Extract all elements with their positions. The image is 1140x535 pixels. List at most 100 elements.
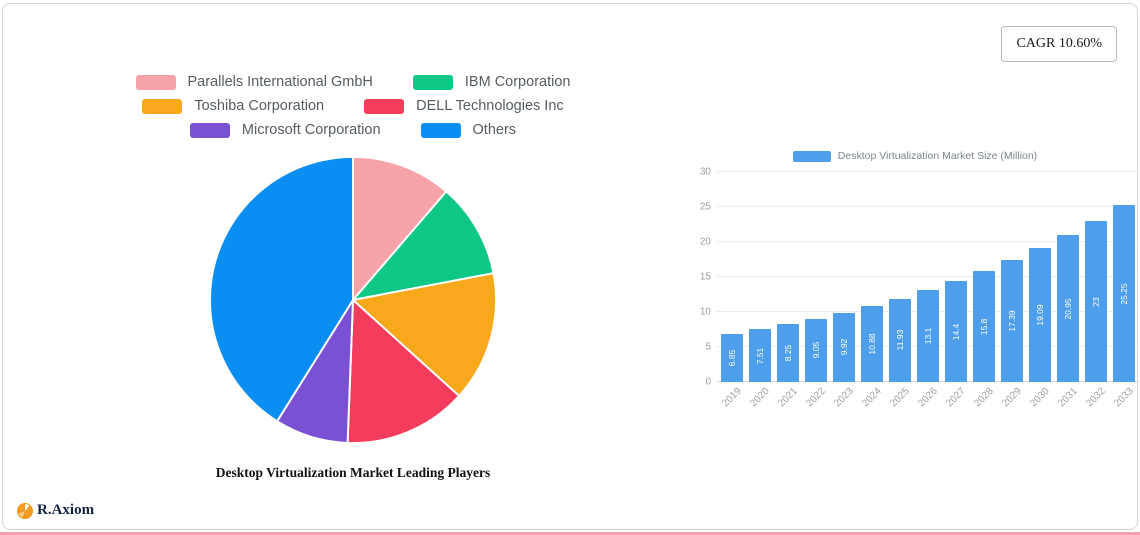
bar-value-label: 6.85 [727,349,737,367]
bar: 17.39 [1001,260,1023,382]
legend-item: Others [420,122,517,138]
bar-column: 20.95 2031 [1056,172,1080,409]
pie-chart-panel: Parallels International GmbH IBM Corporat… [58,74,648,481]
cagr-badge: CAGR 10.60% [1001,26,1117,62]
bar-legend-label: Desktop Virtualization Market Size (Mill… [837,150,1038,162]
bar-value-label: 19.09 [1035,304,1045,326]
gridline [717,276,1139,277]
brand-logo-text: R.Axiom [37,502,95,518]
x-tick-label: 2024 [860,385,884,410]
x-tick-label: 2026 [916,385,940,410]
bar-column: 8.25 2021 [776,172,800,409]
legend-label: Microsoft Corporation [241,122,381,138]
legend-swatch [189,122,230,138]
legend-label: Toshiba Corporation [194,98,325,114]
legend-swatch [142,98,183,114]
bar: 23 [1085,221,1107,382]
bar-column: 15.8 2028 [972,172,996,409]
legend-item: Parallels International GmbH [135,74,373,90]
x-tick-label: 2028 [972,385,996,410]
bar-column: 9.05 2022 [804,172,828,409]
legend-label: IBM Corporation [464,74,571,90]
bar-value-label: 23 [1091,296,1101,307]
legend-item: Microsoft Corporation [189,122,381,138]
bar-column: 23 2032 [1084,172,1108,409]
bar-value-label: 15.8 [979,318,989,335]
bar-value-label: 10.88 [867,333,877,355]
bar: 9.05 [805,318,827,382]
bar: 10.88 [861,305,883,382]
bar-column: 10.88 2024 [860,172,884,409]
legend-label: Others [472,122,517,138]
legend-swatch [420,122,461,138]
brand-logo-icon [17,502,33,519]
bar-value-label: 7.51 [755,347,765,364]
pie-slice [352,155,448,301]
x-tick-label: 2027 [944,385,968,410]
bar-value-label: 17.39 [1007,310,1017,332]
y-tick-label: 15 [699,271,711,283]
y-tick-label: 20 [699,236,711,248]
bar-value-label: 9.92 [839,339,849,356]
bar-value-label: 14.4 [951,323,961,340]
bar: 9.92 [833,312,855,382]
x-tick-label: 2029 [1000,385,1024,410]
pie-legend-row: Parallels International GmbH IBM Corporat… [135,74,571,90]
pie-slice [346,299,461,444]
legend-label: Parallels International GmbH [187,74,373,90]
gridline [717,206,1139,207]
legend-swatch [135,74,176,90]
x-tick-label: 2020 [748,385,772,410]
bar: 8.25 [777,324,799,382]
bar-chart-plot: 0 5 10 15 20 25 30 6.85 2019 7.51 2020 8.25 2021 9.05… [700,167,1139,409]
bar: 11.93 [889,298,911,382]
x-tick-label: 2022 [804,385,828,410]
bar-column: 19.09 2030 [1028,172,1052,409]
bar-column: 9.92 2023 [832,172,856,409]
pie-legend-row: Toshiba Corporation DELL Technologies Inc [142,98,564,114]
y-tick-label: 5 [705,341,711,353]
bar-value-label: 11.93 [895,329,905,351]
bar-value-label: 20.95 [1063,298,1073,320]
bar-legend: Desktop Virtualization Market Size (Mill… [691,150,1139,162]
bar-legend-swatch [792,150,831,162]
pie-chart-title: Desktop Virtualization Market Leading Pl… [215,465,491,480]
pie-legend: Parallels International GmbH IBM Corporat… [135,74,571,138]
bar: 6.85 [721,334,743,382]
x-tick-label: 2025 [888,385,912,410]
bar: 7.51 [749,329,771,382]
bar-column: 17.39 2029 [1000,172,1024,409]
brand-logo: R.Axiom [17,502,94,519]
legend-item: DELL Technologies Inc [364,98,564,114]
gridline [717,241,1139,243]
bar: 25.25 [1113,205,1135,382]
legend-item: IBM Corporation [412,74,571,90]
y-tick-label: 0 [705,376,711,388]
x-tick-label: 2019 [720,385,744,410]
gridline [717,171,1139,172]
bar-value-label: 8.25 [783,344,793,362]
legend-item: Toshiba Corporation [142,98,324,114]
bottom-accent-bar [0,532,1140,535]
legend-swatch [364,98,405,114]
bar-column: 25.25 2033 [1112,172,1136,409]
x-tick-label: 2030 [1028,385,1052,410]
x-tick-label: 2031 [1056,385,1080,410]
pie-chart [208,155,498,444]
bar: 14.4 [945,281,967,382]
bar: 20.95 [1057,235,1079,382]
y-tick-label: 10 [699,306,711,318]
bar-value-label: 9.05 [811,342,821,359]
pie-legend-row: Microsoft Corporation Others [189,122,517,138]
bar: 19.09 [1029,248,1051,382]
y-tick-label: 30 [699,166,711,178]
bar-column: 14.4 2027 [944,172,968,409]
y-tick-label: 25 [699,201,711,213]
legend-swatch [412,74,453,90]
pie-slice [352,272,498,397]
pie-chart-wrap [205,152,501,453]
bar-column: 11.93 2025 [888,172,912,409]
bars: 6.85 2019 7.51 2020 8.25 2021 9.05 2022 9.92 2023… [717,172,1139,409]
pie-slice [352,190,495,301]
bar-column: 6.85 2019 [720,172,744,409]
